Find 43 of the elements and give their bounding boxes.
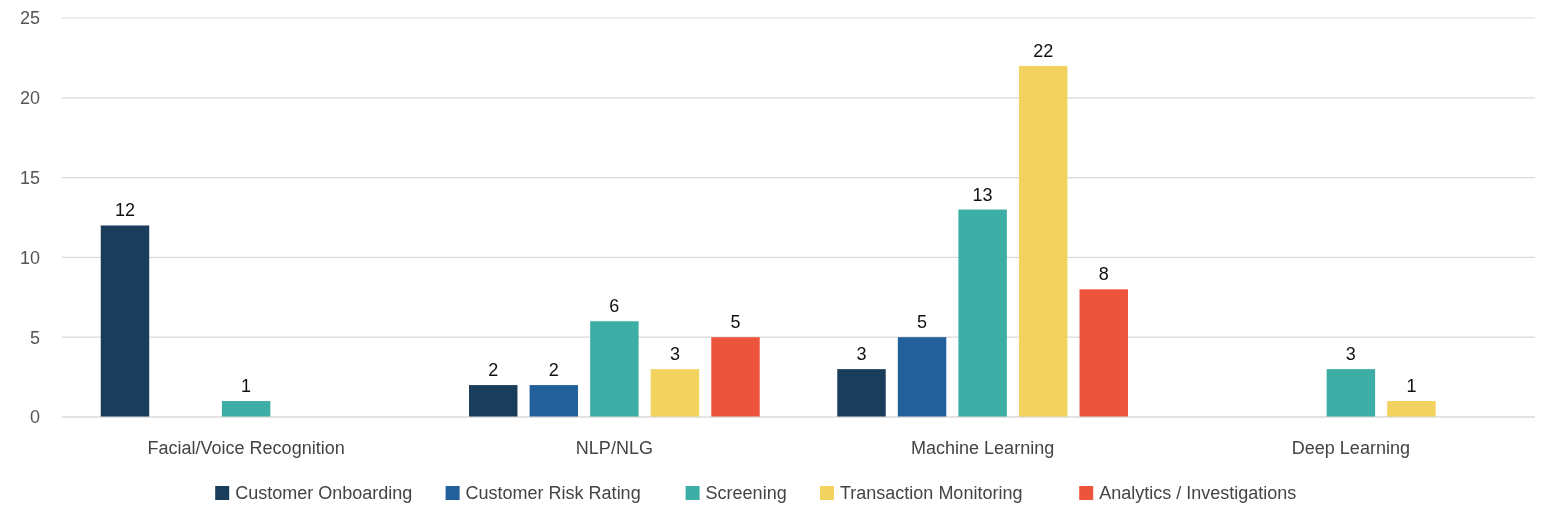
data-label: 13 [972, 184, 993, 205]
data-label: 2 [488, 360, 499, 381]
data-label: 5 [917, 312, 928, 333]
x-tick-label: Facial/Voice Recognition [147, 438, 345, 458]
bar [650, 369, 700, 417]
legend-label: Customer Risk Rating [465, 483, 641, 504]
legend-label: Customer Onboarding [235, 483, 413, 504]
data-label: 5 [730, 312, 741, 333]
bar [590, 321, 639, 417]
data-label: 3 [856, 344, 867, 365]
legend-label: Transaction Monitoring [840, 483, 1023, 504]
x-tick-label: Machine Learning [911, 438, 1055, 458]
data-label: 3 [1345, 344, 1356, 365]
bar [1326, 369, 1376, 417]
x-tick-label: Deep Learning [1291, 438, 1410, 458]
data-label: 6 [609, 296, 620, 317]
bar [1018, 65, 1068, 417]
bar [1079, 289, 1128, 417]
y-tick-label: 5 [29, 327, 40, 348]
data-label: 22 [1033, 40, 1054, 61]
bar [897, 337, 947, 417]
data-label: 3 [669, 344, 680, 365]
bar [469, 385, 518, 417]
bar [100, 225, 150, 417]
y-tick-label: 0 [29, 407, 40, 428]
bar [837, 369, 886, 417]
y-tick-label: 25 [19, 8, 40, 29]
bar [1387, 401, 1436, 417]
bar [221, 401, 271, 417]
x-tick-label: NLP/NLG [575, 438, 653, 458]
legend-label: Screening [705, 483, 787, 504]
data-label: 12 [114, 200, 136, 221]
data-label: 2 [548, 360, 559, 381]
bar [711, 337, 760, 417]
data-label: 8 [1098, 264, 1109, 285]
y-tick-label: 10 [19, 247, 40, 268]
bar [958, 209, 1007, 417]
data-label: 1 [1406, 376, 1417, 397]
legend-label: Analytics / Investigations [1099, 483, 1297, 504]
y-tick-label: 20 [19, 88, 40, 109]
bar [529, 385, 579, 417]
y-tick-label: 15 [19, 167, 40, 188]
data-label: 1 [241, 376, 252, 397]
